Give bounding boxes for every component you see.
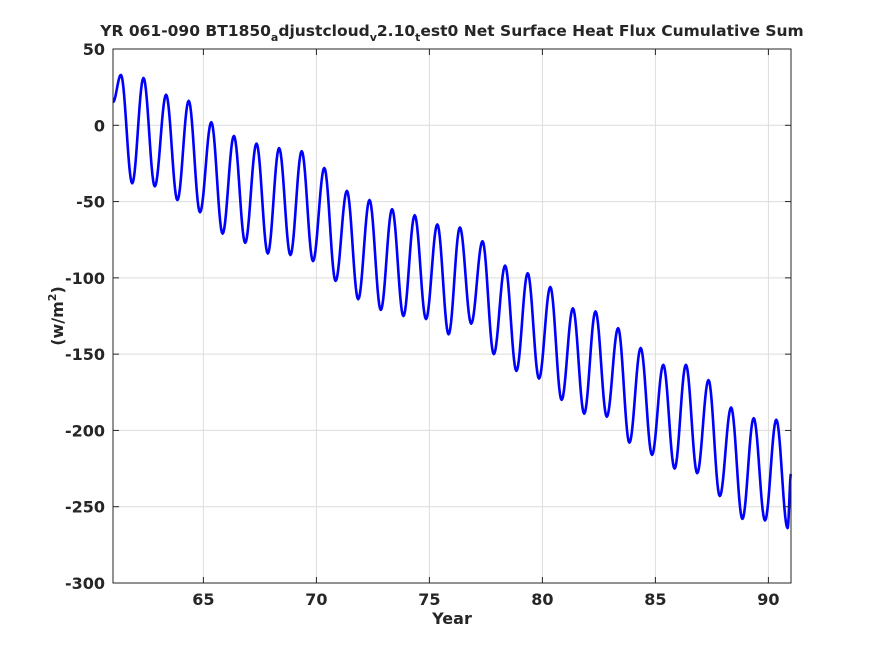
- title-part-1: YR 061-090 BT1850: [99, 22, 271, 40]
- axis-ticks: 65 70 75 80 85 90 50 0 -50 -100 -150 -200 -250 -300: [65, 40, 791, 609]
- x-tick-label: 85: [644, 590, 666, 609]
- y-tick-label: 50: [83, 40, 105, 59]
- x-tick-label: 90: [757, 590, 779, 609]
- y-tick-label: -50: [76, 193, 105, 212]
- axes-box: [112, 48, 792, 584]
- y-tick-label: -300: [65, 574, 105, 593]
- title-sub-1: a: [271, 31, 278, 44]
- y-tick-label: -150: [65, 345, 105, 364]
- chart-title: YR 061-090 BT1850adjustcloudv2.10test0 N…: [99, 22, 803, 44]
- title-sub-3: t: [415, 31, 420, 44]
- x-tick-label: 75: [418, 590, 440, 609]
- x-tick-label: 80: [531, 590, 553, 609]
- title-part-4: est0 Net Surface Heat Flux Cumulative Su…: [420, 22, 803, 40]
- series-line-cumulative-sum: [112, 73, 793, 530]
- title-sub-2: v: [370, 31, 378, 44]
- title-part-3: 2.10: [377, 22, 415, 40]
- y-tick-label: 0: [94, 116, 105, 135]
- x-axis-label: Year: [431, 609, 472, 628]
- y-tick-label: -250: [65, 498, 105, 517]
- title-part-2: djustcloud: [278, 22, 369, 40]
- y-axis-label-sup: 2: [46, 294, 59, 302]
- y-tick-label: -200: [65, 421, 105, 440]
- x-tick-label: 70: [305, 590, 327, 609]
- y-axis-label-base: (w/m: [48, 301, 67, 346]
- y-axis-label: (w/m2): [46, 286, 67, 346]
- y-tick-label: -100: [65, 269, 105, 288]
- x-tick-label: 65: [192, 590, 214, 609]
- y-axis-label-close: ): [48, 286, 67, 293]
